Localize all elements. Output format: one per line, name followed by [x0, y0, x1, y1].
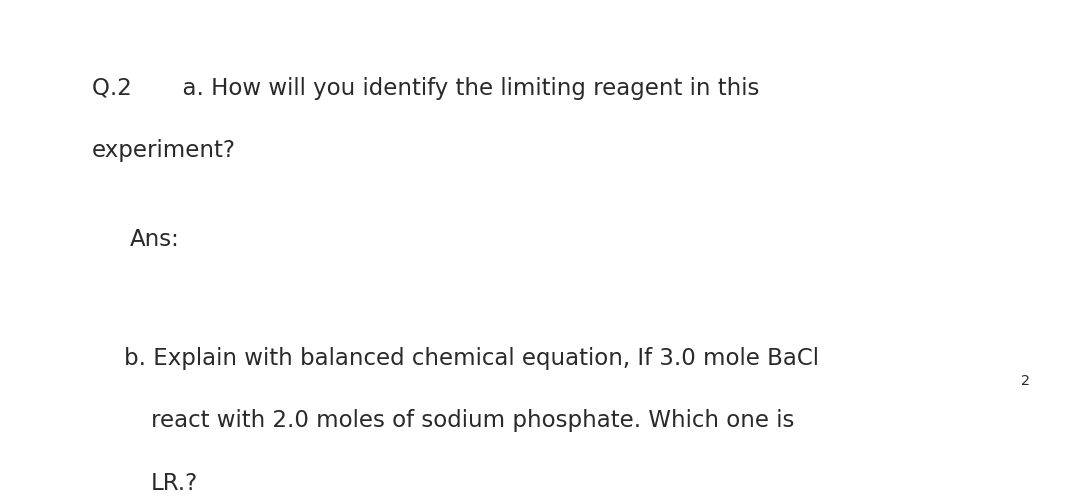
Text: 2: 2 [1021, 374, 1030, 388]
Text: Ans:: Ans: [130, 228, 179, 251]
Text: experiment?: experiment? [92, 139, 235, 162]
Text: Q.2       a. How will you identify the limiting reagent in this: Q.2 a. How will you identify the limitin… [92, 77, 759, 100]
Text: LR.?: LR.? [151, 472, 199, 495]
Text: b. Explain with balanced chemical equation, If 3.0 mole BaCl: b. Explain with balanced chemical equati… [124, 347, 820, 370]
Text: react with 2.0 moles of sodium phosphate. Which one is: react with 2.0 moles of sodium phosphate… [151, 409, 795, 432]
